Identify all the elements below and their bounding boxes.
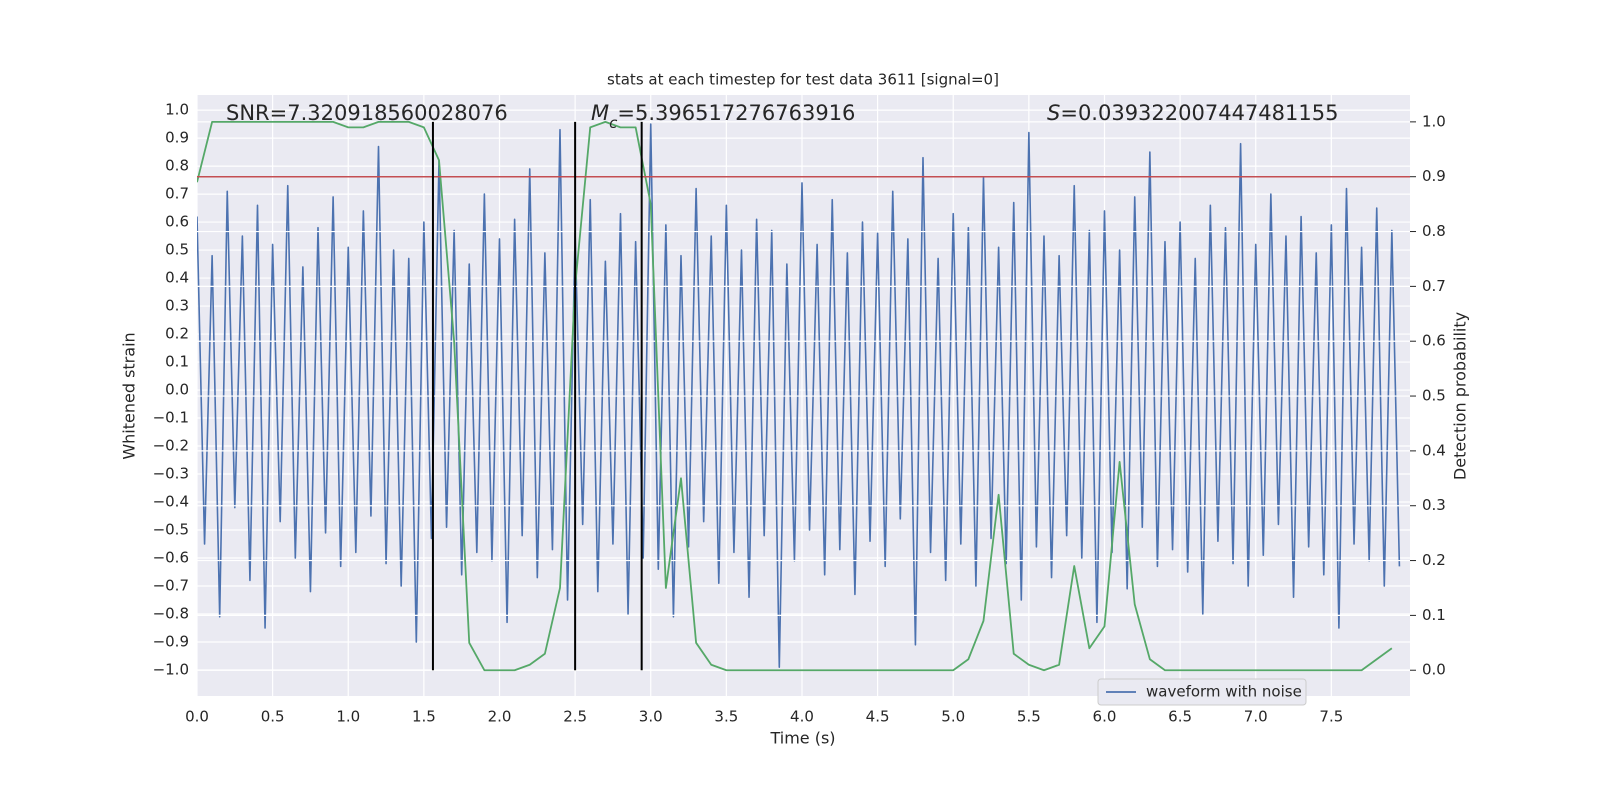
x-tick-label: 4.5	[866, 708, 890, 726]
annotation-part: M	[591, 101, 609, 125]
y-tick-label: 0.9	[165, 129, 189, 147]
y2-tick-label: 0.5	[1422, 387, 1446, 405]
x-tick-label: 5.0	[941, 708, 965, 726]
y-tick-label: −0.2	[153, 437, 189, 455]
y2-tick-label: 0.2	[1422, 551, 1446, 569]
y2-axis-label: Detection probability	[1451, 312, 1470, 480]
y-tick-label: 0.6	[165, 213, 189, 231]
annotation-part: SNR=7.320918560028076	[226, 101, 508, 125]
x-tick-label: 6.0	[1093, 708, 1117, 726]
annotation: Mc=5.396517276763916	[591, 101, 855, 132]
waveform-line	[197, 123, 1401, 668]
y-tick-label: 1.0	[165, 101, 189, 119]
y-tick-label: 0.8	[165, 157, 189, 175]
x-tick-label: 2.5	[563, 708, 587, 726]
y-tick-label: −0.4	[153, 493, 189, 511]
x-tick-label: 4.0	[790, 708, 814, 726]
y-tick-label: 0.3	[165, 297, 189, 315]
x-tick-label: 6.5	[1168, 708, 1192, 726]
annotation-part: c	[609, 114, 618, 132]
annotation: S=0.039322007447481155	[1047, 101, 1338, 125]
y-tick-label: 0.1	[165, 353, 189, 371]
annotation-part: =5.396517276763916	[617, 101, 855, 125]
y2-tick-label: 0.0	[1422, 661, 1446, 679]
y-tick-label: 0.4	[165, 269, 189, 287]
annotation-part: =0.039322007447481155	[1060, 101, 1338, 125]
annotation-part: S	[1047, 101, 1060, 125]
probability-line	[197, 120, 1393, 672]
chart-title: stats at each timestep for test data 361…	[607, 71, 999, 89]
y-tick-label: 0.0	[165, 381, 189, 399]
legend-box	[1097, 678, 1307, 706]
x-tick-label: 1.5	[412, 708, 436, 726]
y2-tick-label: 1.0	[1422, 112, 1446, 130]
y-tick-label: −0.7	[153, 576, 189, 594]
y-tick-label: −0.8	[153, 604, 189, 622]
x-tick-label: 7.5	[1319, 708, 1343, 726]
y-tick-label: 0.7	[165, 185, 189, 203]
y-tick-label: −1.0	[153, 660, 189, 678]
y2-tick-label: 0.7	[1422, 277, 1446, 295]
annotation: SNR=7.320918560028076	[226, 101, 508, 125]
y-tick-label: 0.5	[165, 241, 189, 259]
y2-tick-label: 0.1	[1422, 606, 1446, 624]
x-tick-label: 0.0	[185, 708, 209, 726]
y-tick-label: −0.5	[153, 521, 189, 539]
y2-tick-label: 0.8	[1422, 222, 1446, 240]
y2-tick-label: 0.4	[1422, 441, 1446, 459]
y-tick-label: −0.9	[153, 632, 189, 650]
y2-tick-label: 0.3	[1422, 496, 1446, 514]
y-tick-label: −0.3	[153, 465, 189, 483]
y-tick-label: −0.1	[153, 409, 189, 427]
y2-tick-label: 0.9	[1422, 167, 1446, 185]
x-tick-label: 7.0	[1244, 708, 1268, 726]
y-tick-label: −0.6	[153, 548, 189, 566]
y-tick-label: 0.2	[165, 325, 189, 343]
y-axis-label: Whitened strain	[120, 332, 139, 459]
x-tick-label: 3.0	[639, 708, 663, 726]
x-axis-label: Time (s)	[769, 729, 835, 748]
x-tick-label: 1.0	[336, 708, 360, 726]
x-tick-label: 0.5	[261, 708, 285, 726]
y2-tick-label: 0.6	[1422, 332, 1446, 350]
x-tick-label: 2.0	[488, 708, 512, 726]
x-tick-label: 5.5	[1017, 708, 1041, 726]
x-tick-label: 3.5	[714, 708, 738, 726]
legend-label: waveform with noise	[1146, 683, 1302, 701]
